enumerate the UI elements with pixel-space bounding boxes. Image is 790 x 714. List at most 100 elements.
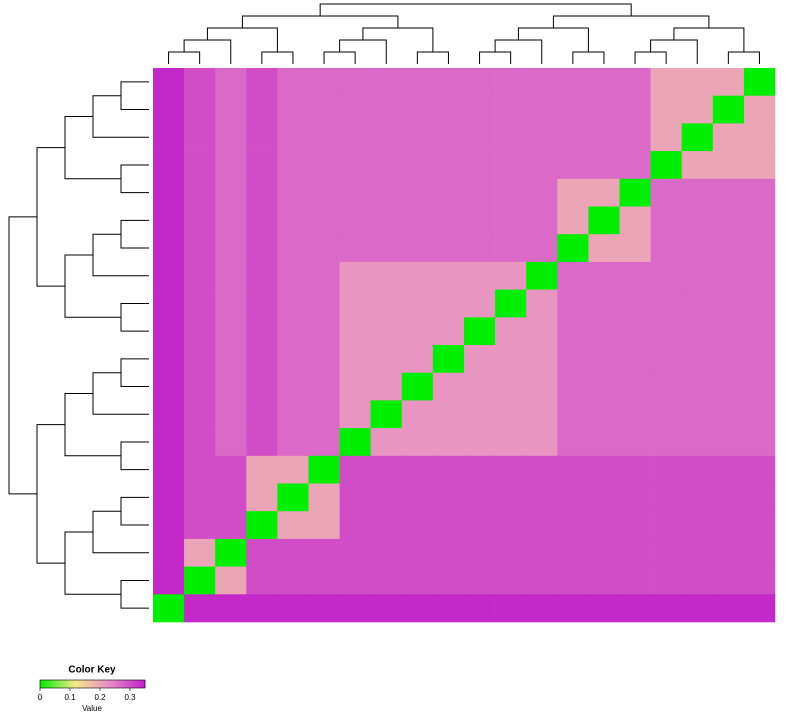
heatmap-cell — [743, 400, 776, 429]
heatmap-cell — [215, 317, 247, 346]
heatmap-cell — [712, 455, 745, 484]
heatmap-cell — [681, 455, 714, 484]
heatmap-cell — [557, 317, 589, 346]
heatmap-cell — [681, 289, 714, 318]
color-key-swatch — [143, 680, 146, 688]
heatmap-cell — [432, 345, 465, 373]
color-key-swatch — [111, 680, 114, 688]
heatmap-cell — [588, 372, 620, 401]
column-dendrogram — [261, 51, 294, 64]
heatmap-cell — [681, 261, 714, 290]
color-key-swatch — [66, 680, 69, 688]
heatmap-cell — [339, 511, 371, 540]
heatmap-cell — [712, 178, 745, 207]
heatmap-cell — [619, 123, 651, 152]
heatmap-cell — [557, 428, 589, 457]
color-key-swatch — [106, 680, 109, 688]
heatmap-cell — [464, 123, 496, 152]
column-dendrogram — [168, 51, 201, 64]
heatmap-cell — [184, 151, 216, 180]
heatmap-cell — [712, 594, 745, 623]
heatmap-cell — [650, 566, 682, 595]
heatmap-cell — [153, 538, 185, 567]
color-key-swatch — [136, 680, 139, 688]
color-key-swatch — [90, 680, 93, 688]
color-key-swatch — [103, 680, 106, 688]
heatmap-cell — [184, 372, 216, 401]
heatmap-cell — [743, 566, 776, 595]
heatmap-cell — [557, 483, 589, 512]
heatmap-cell — [619, 511, 651, 540]
row-dendrogram — [120, 302, 149, 332]
heatmap-cell — [464, 95, 496, 124]
heatmap-cell — [215, 483, 247, 512]
heatmap-cell — [339, 123, 371, 152]
heatmap-cell — [339, 566, 371, 595]
heatmap-cell — [401, 206, 434, 235]
color-key-swatch — [82, 680, 85, 688]
heatmap-cell — [712, 206, 745, 235]
heatmap-cell — [308, 372, 340, 401]
color-key-tick-label: 0.2 — [94, 693, 106, 702]
heatmap-cell — [650, 206, 682, 235]
color-key-swatch — [73, 680, 76, 688]
heatmap-cell — [557, 345, 589, 373]
heatmap-cell — [743, 95, 776, 124]
heatmap-cell — [681, 566, 714, 595]
heatmap-cell — [370, 483, 403, 512]
heatmap-cell — [464, 261, 496, 290]
heatmap-cell — [619, 566, 651, 595]
row-dendrogram — [120, 219, 149, 249]
heatmap-cell — [588, 538, 620, 567]
column-dendrogram — [572, 51, 605, 64]
row-dendrogram — [120, 579, 149, 609]
heatmap-cell — [246, 68, 278, 96]
heatmap-cell — [153, 345, 185, 373]
heatmap-cell — [184, 511, 216, 540]
heatmap-cell — [557, 455, 589, 484]
legend-title: Color Key — [68, 665, 116, 676]
heatmap-cell — [277, 594, 309, 623]
heatmap-cell — [339, 317, 371, 346]
heatmap-cell — [588, 206, 620, 235]
heatmap-cell — [712, 566, 745, 595]
color-key-swatch — [99, 680, 102, 688]
color-key-swatch — [125, 680, 128, 688]
heatmap-cell — [432, 289, 465, 318]
heatmap-cell — [184, 95, 216, 124]
heatmap-cell — [619, 68, 651, 96]
heatmap-cell — [464, 317, 496, 346]
heatmap-cell — [588, 400, 620, 429]
heatmap-cell — [339, 206, 371, 235]
heatmap-cell — [495, 483, 527, 512]
heatmap-cell — [153, 95, 185, 124]
heatmap-cell — [712, 372, 745, 401]
heatmap-cell — [712, 151, 745, 180]
heatmap-cell — [743, 483, 776, 512]
heatmap-cell — [339, 455, 371, 484]
heatmap-cell — [588, 151, 620, 180]
heatmap-cell — [619, 400, 651, 429]
heatmap-cell — [495, 178, 527, 207]
heatmap-cell — [246, 372, 278, 401]
heatmap-cell — [153, 566, 185, 595]
color-key-swatch — [41, 680, 44, 688]
column-dendrogram — [323, 51, 356, 64]
heatmap-cell — [557, 151, 589, 180]
heatmap-cell — [495, 345, 527, 373]
heatmap-cell — [215, 289, 247, 318]
heatmap-cell — [308, 511, 340, 540]
heatmap-cell — [526, 234, 558, 263]
color-key-swatch — [55, 680, 58, 688]
heatmap-cell — [308, 455, 340, 484]
heatmap-cell — [215, 206, 247, 235]
heatmap-cell — [153, 289, 185, 318]
color-key-swatch — [64, 680, 67, 688]
color-key-swatch — [131, 680, 134, 688]
heatmap-cell — [370, 400, 403, 429]
heatmap-cell — [277, 317, 309, 346]
row-dendrogram — [120, 81, 149, 111]
heatmap-cell — [277, 538, 309, 567]
color-key-tick-label: 0 — [38, 693, 43, 702]
heatmap-cell — [277, 345, 309, 373]
